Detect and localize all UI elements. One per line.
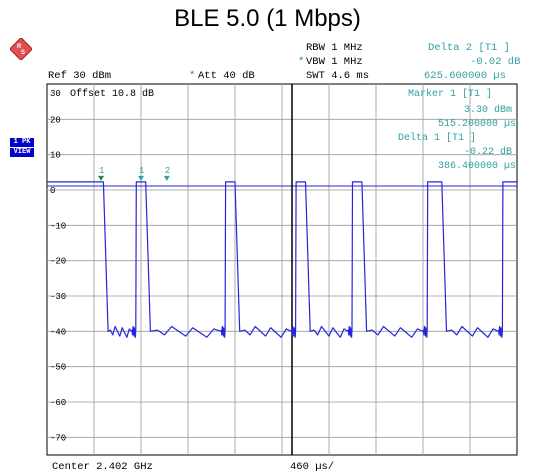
grid <box>47 84 517 455</box>
marker-triangle[interactable] <box>98 175 105 181</box>
delta1-time: 386.400000 µs <box>438 161 516 172</box>
y-tick-label: -40 <box>50 327 66 337</box>
chart-title: BLE 5.0 (1 Mbps) <box>174 5 361 32</box>
delta2-time: 625.600000 µs <box>424 70 506 82</box>
marker-number: 2 <box>165 166 170 176</box>
delta1-label: Delta 1 [T1 ] <box>398 132 476 144</box>
y-tick-label: 30 <box>50 89 61 99</box>
y-tick-label: 0 <box>50 186 55 196</box>
vbw-star: * <box>298 56 305 68</box>
trace-pk-tag[interactable]: 1 PK <box>10 138 34 147</box>
y-tick-label: 10 <box>50 151 61 161</box>
att-star: * <box>189 70 196 82</box>
y-tick-label: -10 <box>50 221 66 231</box>
marker-number: 1 <box>139 166 144 176</box>
svg-text:S: S <box>21 50 25 56</box>
marker-number: 1 <box>99 166 104 176</box>
rohde-schwarz-logo-icon: R S <box>10 38 32 60</box>
y-tick-label: -70 <box>50 433 66 443</box>
y-tick-label: -50 <box>50 363 66 373</box>
y-tick-label: -60 <box>50 398 66 408</box>
attenuation: Att 40 dB <box>198 70 255 82</box>
marker-triangle[interactable] <box>138 175 144 181</box>
center-frequency: Center 2.402 GHz <box>52 461 153 473</box>
marker-set: 1 1 2 <box>98 166 170 181</box>
vbw-readout: VBW 1 MHz <box>306 56 363 68</box>
trace-1 <box>47 181 517 338</box>
y-tick-label: -30 <box>50 292 66 302</box>
swt-readout: SWT 4.6 ms <box>306 70 370 82</box>
y-tick-label: -20 <box>50 257 66 267</box>
marker1-dbm: 3.30 dBm <box>464 104 512 116</box>
trace-view-tag[interactable]: VIEW <box>10 148 34 157</box>
marker1-time: 515.200000 µs <box>438 119 516 130</box>
delta2-label: Delta 2 [T1 ] <box>428 42 510 54</box>
delta1-db: -0.22 dB <box>464 146 512 158</box>
marker-triangle[interactable] <box>163 175 170 181</box>
y-tick-label: 20 <box>50 115 61 125</box>
ref-level: Ref 30 dBm <box>48 70 112 82</box>
offset-label: Offset 10.8 dB <box>70 88 154 100</box>
rbw-readout: RBW 1 MHz <box>306 42 363 54</box>
y-axis-ticks: 30 20 10 0 -10 -20 -30 -40 -50 -60 -70 <box>50 89 66 443</box>
delta2-db: -0.02 dB <box>470 56 521 68</box>
span-per-div: 460 µs/ <box>290 461 335 473</box>
svg-text:R: R <box>17 44 22 50</box>
marker1-label: Marker 1 [T1 ] <box>408 88 492 100</box>
